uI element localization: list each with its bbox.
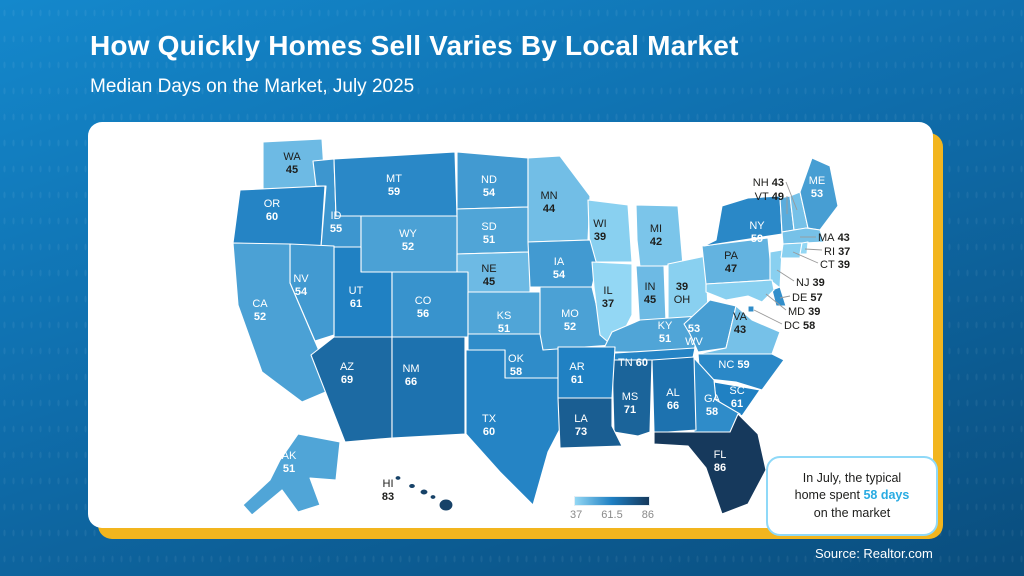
label-WA: WA 45 bbox=[283, 151, 301, 176]
label-NJ: NJ 39 bbox=[796, 277, 825, 289]
state-AR bbox=[557, 346, 616, 399]
label-WY: WY 52 bbox=[399, 228, 417, 253]
label-ME: ME 53 bbox=[809, 175, 826, 200]
label-SD: SD 51 bbox=[481, 221, 496, 246]
label-GA: GA 58 bbox=[704, 393, 721, 418]
leader-NH bbox=[785, 181, 798, 211]
header: How Quickly Homes Sell Varies By Local M… bbox=[90, 30, 739, 98]
label-KY: KY 51 bbox=[658, 320, 673, 345]
label-MS: MS 71 bbox=[622, 391, 639, 416]
leader-DE bbox=[779, 295, 791, 299]
callout-line1: In July, the typical bbox=[802, 470, 902, 485]
label-NC: NC 59 bbox=[718, 359, 749, 371]
label-MO: MO 52 bbox=[561, 308, 579, 333]
label-CO: CO 56 bbox=[415, 295, 432, 320]
label-DC: DC 58 bbox=[784, 320, 815, 332]
label-UT: UT 61 bbox=[349, 285, 364, 310]
page-title: How Quickly Homes Sell Varies By Local M… bbox=[90, 30, 739, 61]
state-AZ bbox=[310, 336, 393, 443]
legend-ticks: 37 61.5 86 bbox=[570, 509, 654, 521]
state-AK bbox=[242, 433, 341, 516]
label-NV: NV 54 bbox=[293, 273, 309, 298]
legend-tick-min: 37 bbox=[570, 509, 583, 521]
leader-lines bbox=[753, 181, 823, 325]
label-RI: RI 37 bbox=[824, 246, 850, 258]
callout-box: In July, the typical home spent 58 days … bbox=[766, 456, 938, 536]
state-labels: WA 45 OR 60 ID 55 MT 59 ND 54 SD 51 WY 52 NE 45 … bbox=[252, 151, 850, 503]
state-DC bbox=[747, 305, 755, 313]
callout-line2-prefix: home spent bbox=[794, 488, 860, 503]
label-AR: AR 61 bbox=[569, 361, 584, 386]
label-AK: AK 51 bbox=[282, 450, 297, 475]
label-LA: LA 73 bbox=[574, 413, 588, 438]
label-MT: MT 59 bbox=[386, 173, 402, 198]
label-NE: NE 45 bbox=[481, 263, 496, 288]
label-MA: MA 43 bbox=[818, 232, 850, 244]
map-legend: 37 61.5 86 bbox=[570, 496, 654, 521]
label-WV: 53 WV bbox=[685, 323, 703, 348]
label-VA: VA 43 bbox=[733, 311, 748, 336]
label-KS: KS 51 bbox=[497, 310, 512, 335]
label-OH: 39 OH bbox=[674, 281, 691, 306]
leader-CT bbox=[792, 251, 819, 264]
label-OR: OR 60 bbox=[264, 198, 281, 223]
state-RI bbox=[799, 241, 809, 255]
map-card: WA 45 OR 60 ID 55 MT 59 ND 54 SD 51 WY 52 NE 45 … bbox=[88, 122, 938, 536]
label-MD: MD 39 bbox=[788, 306, 820, 318]
label-MN: MN 44 bbox=[540, 190, 557, 215]
label-ID: ID 55 bbox=[330, 210, 342, 235]
state-TX bbox=[465, 349, 563, 506]
state-LA bbox=[557, 397, 623, 449]
label-TX: TX 60 bbox=[482, 413, 497, 438]
state-HI bbox=[394, 475, 454, 512]
state-FL bbox=[653, 413, 767, 515]
page-subtitle: Median Days on the Market, July 2025 bbox=[90, 76, 415, 97]
legend-gradient-bar bbox=[574, 496, 650, 506]
label-IN: IN 45 bbox=[644, 281, 656, 306]
source-credit: Source: Realtor.com bbox=[815, 546, 933, 561]
label-CT: CT 39 bbox=[820, 259, 850, 271]
state-MS bbox=[611, 359, 653, 437]
state-OR bbox=[232, 185, 326, 248]
label-AL: AL 66 bbox=[666, 387, 679, 412]
label-IA: IA 54 bbox=[553, 256, 566, 281]
label-FL: FL 86 bbox=[714, 449, 727, 474]
callout-line3: on the market bbox=[813, 505, 891, 520]
callout-highlight: 58 days bbox=[863, 488, 910, 503]
label-SC: SC 61 bbox=[729, 385, 744, 410]
state-shapes bbox=[232, 138, 839, 516]
legend-tick-max: 86 bbox=[641, 509, 654, 521]
label-CA: CA 52 bbox=[252, 298, 268, 323]
label-PA: PA 47 bbox=[724, 250, 739, 275]
leader-RI bbox=[804, 248, 823, 251]
state-MA bbox=[781, 227, 825, 245]
label-VT: VT 49 bbox=[755, 191, 784, 203]
label-TN: TN 60 bbox=[618, 357, 648, 369]
callout-text: In July, the typical home spent 58 days … bbox=[795, 470, 910, 523]
label-IL: IL 37 bbox=[602, 285, 614, 310]
state-NM bbox=[391, 336, 466, 439]
label-ND: ND 54 bbox=[481, 174, 497, 199]
leader-NJ bbox=[776, 269, 795, 282]
leader-DC bbox=[753, 309, 783, 325]
state-NY bbox=[703, 195, 783, 247]
label-AZ: AZ 69 bbox=[340, 361, 354, 386]
us-choropleth-map: WA 45 OR 60 ID 55 MT 59 ND 54 SD 51 WY 52 NE 45 … bbox=[232, 138, 850, 516]
state-MN bbox=[527, 155, 591, 243]
label-OK: OK 58 bbox=[508, 353, 525, 378]
state-MD bbox=[705, 279, 775, 303]
label-NY: NY 59 bbox=[749, 220, 765, 245]
label-NH: NH 43 bbox=[753, 177, 784, 189]
label-HI: HI 83 bbox=[382, 478, 394, 503]
label-NM: NM 66 bbox=[402, 363, 419, 388]
state-CT bbox=[780, 242, 803, 259]
label-DE: DE 57 bbox=[792, 292, 823, 304]
label-WI: WI 39 bbox=[593, 218, 606, 243]
label-MI: MI 42 bbox=[650, 223, 662, 248]
leader-MD bbox=[765, 293, 787, 311]
legend-tick-mid: 61.5 bbox=[601, 509, 623, 521]
state-CA bbox=[232, 242, 336, 403]
